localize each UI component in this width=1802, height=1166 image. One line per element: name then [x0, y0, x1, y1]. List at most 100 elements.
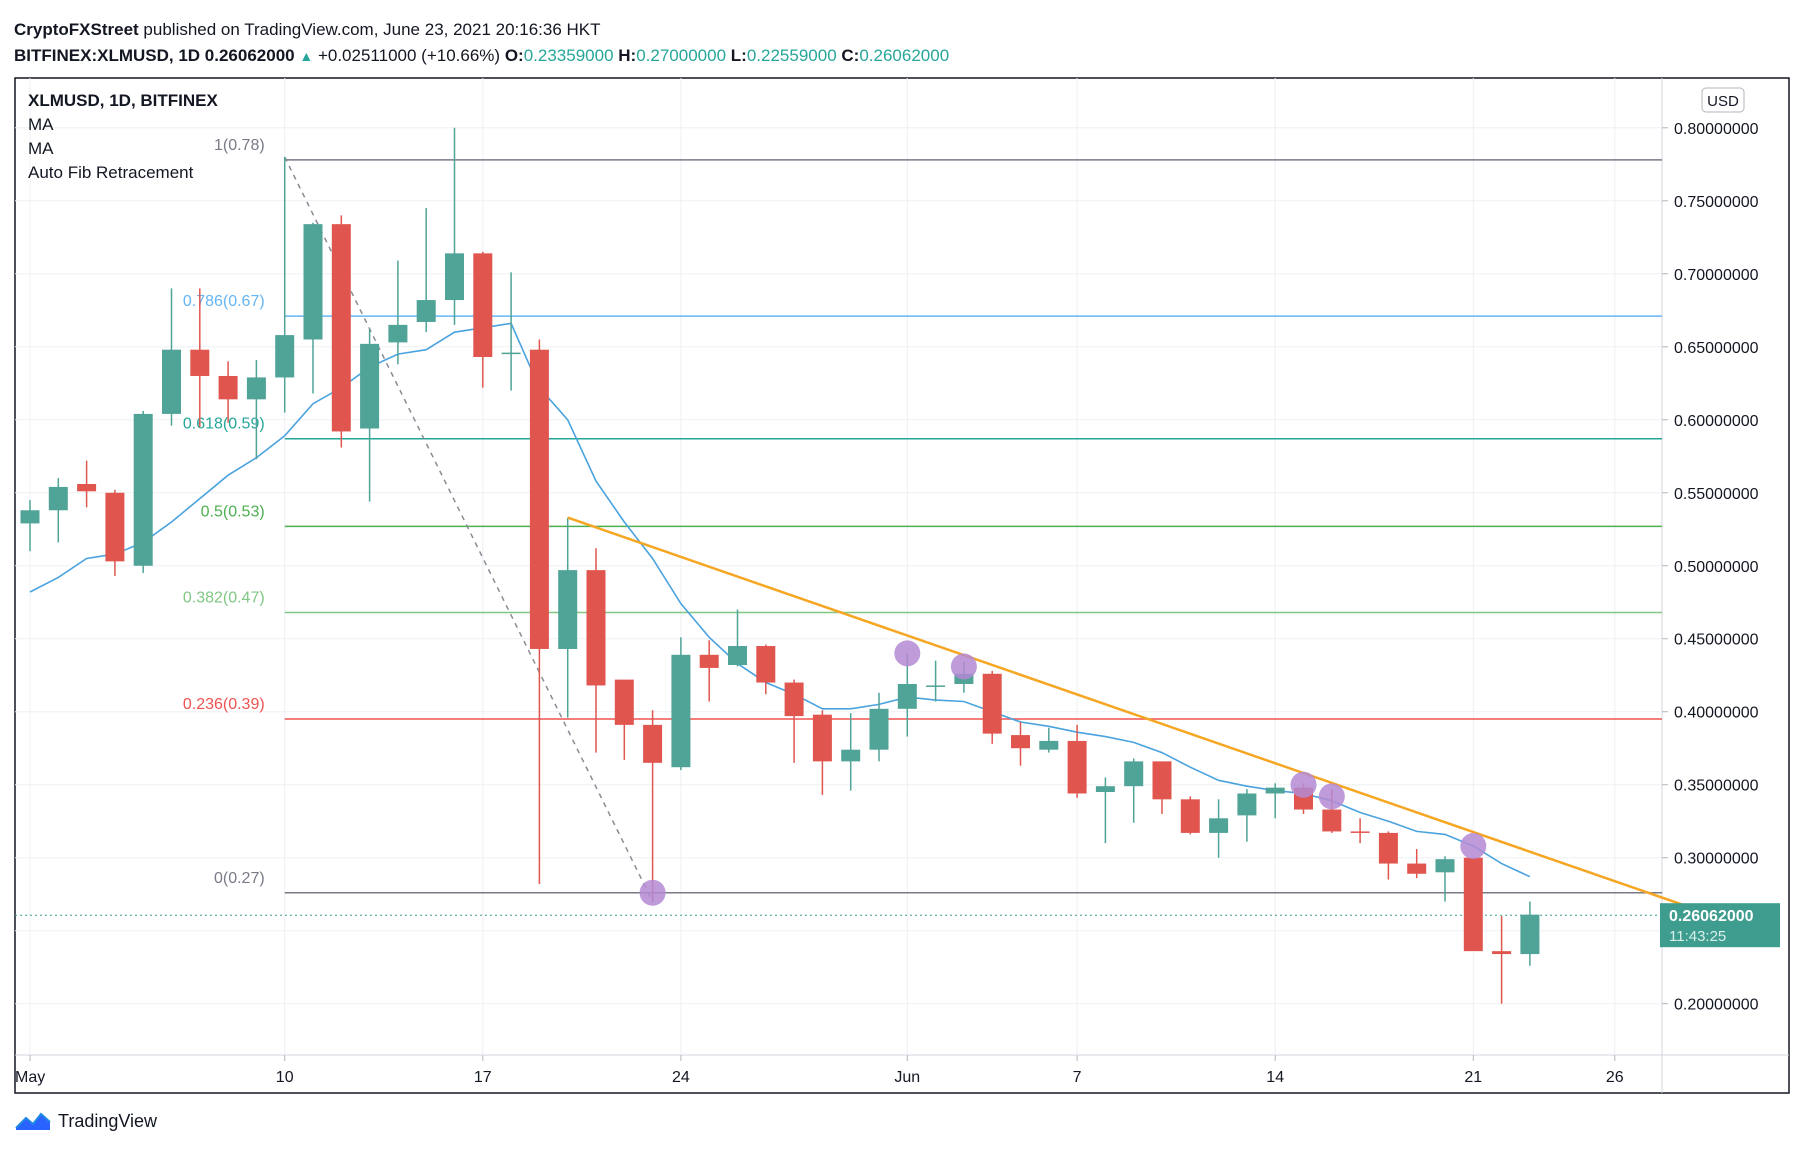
candle-body [1463, 857, 1483, 952]
candle[interactable] [812, 710, 832, 795]
candle-body [643, 724, 663, 763]
candle[interactable] [1209, 799, 1229, 858]
candle-body [105, 492, 125, 562]
candle[interactable] [20, 500, 40, 552]
candle[interactable] [1124, 758, 1144, 823]
candle[interactable] [105, 489, 125, 576]
x-tick-label: 10 [276, 1069, 294, 1086]
candle[interactable] [586, 548, 606, 753]
candle-body [926, 685, 946, 687]
last-price-value: 0.26062000 [1669, 908, 1754, 925]
legend-ma-2[interactable]: MA [28, 139, 54, 158]
candle[interactable] [190, 288, 210, 428]
fib-level-label: 0.618(0.59) [183, 416, 265, 433]
candle[interactable] [331, 215, 351, 448]
candle[interactable] [162, 288, 181, 426]
candle[interactable] [501, 272, 521, 391]
chart-legend: XLMUSD, 1D, BITFINEX MA MA Auto Fib Retr… [28, 91, 219, 182]
candle[interactable] [671, 637, 691, 771]
legend-ma-1[interactable]: MA [28, 115, 54, 134]
candle[interactable] [303, 222, 323, 394]
publisher-name[interactable]: CryptoFXStreet [14, 20, 139, 39]
published-text: published on TradingView.com, June 23, 2… [143, 20, 601, 39]
candle[interactable] [1378, 831, 1398, 880]
candle-body [1520, 914, 1540, 955]
candle[interactable] [982, 670, 1002, 744]
candle[interactable] [1407, 848, 1427, 879]
candle[interactable] [529, 339, 549, 884]
high-value: 0.27000000 [636, 46, 727, 65]
legend-fib[interactable]: Auto Fib Retracement [28, 163, 194, 182]
trendline-group[interactable] [567, 516, 1729, 922]
candle[interactable] [869, 692, 889, 762]
candle[interactable] [1237, 789, 1257, 842]
candle[interactable] [1180, 796, 1200, 835]
candle[interactable] [841, 713, 861, 791]
candlestick-chart[interactable]: 1(0.78) 0.786(0.67) 0.618(0.59) 0.5(0.53) 0.… [0, 0, 1802, 1100]
candle[interactable] [1265, 783, 1285, 819]
candle[interactable] [1350, 818, 1370, 844]
candle-body [416, 300, 436, 322]
candle[interactable] [1492, 916, 1512, 1004]
candle[interactable] [1520, 901, 1540, 966]
candle[interactable] [1067, 724, 1087, 798]
candle[interactable] [473, 251, 493, 388]
time-axis[interactable]: May 10 17 24 Jun 7 14 21 26 [15, 1055, 1624, 1086]
candle-body [869, 708, 889, 750]
candle[interactable] [558, 517, 578, 718]
y-tick-label: 0.40000000 [1674, 705, 1759, 722]
candle[interactable] [784, 679, 804, 763]
candle[interactable] [1463, 857, 1483, 952]
y-tick-label: 0.30000000 [1674, 851, 1759, 868]
candle[interactable] [360, 329, 380, 502]
price-change: +0.02511000 (+10.66%) [317, 46, 501, 65]
y-tick-label: 0.75000000 [1674, 194, 1759, 211]
x-tick-label: 14 [1266, 1069, 1284, 1086]
candles[interactable] [20, 127, 1540, 1004]
candle[interactable] [218, 361, 238, 423]
candle[interactable] [1011, 721, 1030, 766]
candle-body [812, 714, 832, 762]
candle[interactable] [275, 156, 295, 413]
candle[interactable] [897, 653, 917, 737]
candle[interactable] [1095, 777, 1115, 844]
candle[interactable] [416, 208, 436, 333]
currency-badge[interactable]: USD [1701, 87, 1745, 113]
candle[interactable] [926, 660, 946, 702]
candle[interactable] [614, 679, 634, 760]
y-tick-label: 0.55000000 [1674, 486, 1759, 503]
candle-body [1180, 799, 1200, 833]
candle[interactable] [699, 640, 719, 702]
countdown-timer: 11:43:25 [1669, 928, 1726, 945]
candle-body [756, 646, 776, 683]
candle[interactable] [1039, 727, 1059, 753]
candle[interactable] [1152, 761, 1172, 814]
tradingview-brand: TradingView [58, 1110, 158, 1131]
y-tick-label: 0.80000000 [1674, 121, 1759, 138]
candle-body [48, 486, 68, 511]
candle-body [20, 510, 40, 524]
fib-level-label: 1(0.78) [214, 137, 265, 154]
candle[interactable] [388, 260, 408, 365]
candle-body [1152, 761, 1172, 800]
candle-body [1209, 818, 1229, 833]
candle[interactable] [728, 609, 747, 667]
candle[interactable] [246, 359, 266, 460]
candle-body [586, 570, 606, 686]
candle[interactable] [756, 644, 776, 695]
candle[interactable] [133, 411, 153, 574]
tradingview-logo-icon [15, 1112, 51, 1130]
candle[interactable] [77, 460, 97, 508]
touch-marker [639, 879, 666, 906]
candle[interactable] [445, 127, 464, 325]
candle-body [982, 673, 1002, 734]
candle[interactable] [643, 710, 663, 902]
candle-body [360, 343, 380, 429]
descending-trendline[interactable] [567, 516, 1729, 922]
y-tick-label: 0.70000000 [1674, 267, 1759, 284]
tradingview-footer[interactable]: TradingView [14, 1106, 157, 1136]
price-axis[interactable]: 0.80000000 0.75000000 0.70000000 0.65000000… [1662, 121, 1759, 1014]
legend-title[interactable]: XLMUSD, 1D, BITFINEX [28, 91, 219, 110]
candle[interactable] [48, 478, 68, 543]
candle[interactable] [1435, 856, 1455, 902]
